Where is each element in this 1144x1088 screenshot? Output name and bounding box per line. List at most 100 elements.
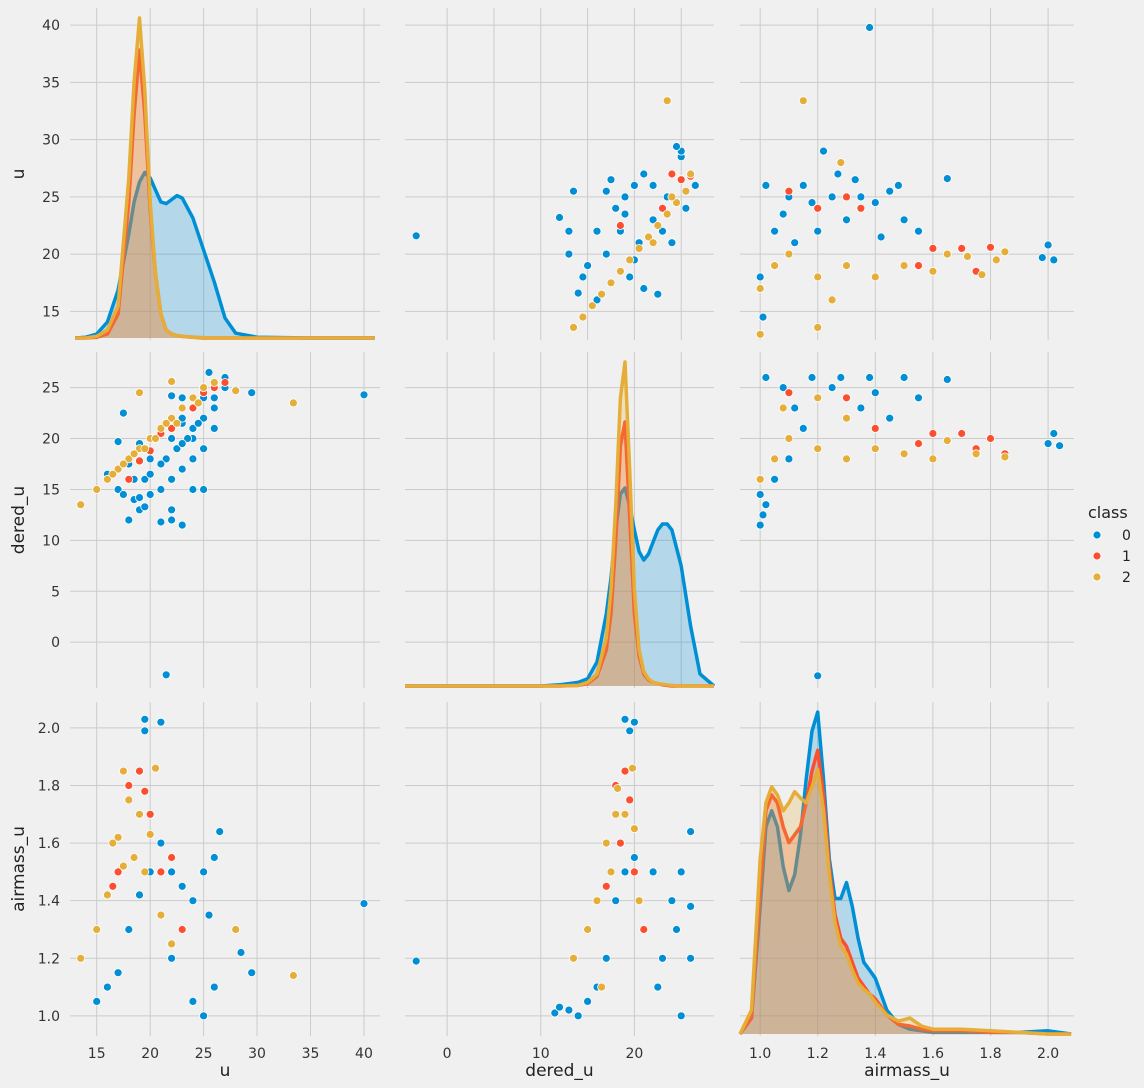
scatter-point-class-1 — [957, 429, 967, 438]
scatter-point-class-0 — [833, 169, 843, 179]
scatter-point-class-0 — [188, 896, 198, 906]
scatter-point-class-0 — [193, 418, 203, 428]
x-tick-label: 1.8 — [979, 1046, 1001, 1062]
y-tick-label: 40 — [42, 18, 60, 34]
x-tick-label: 15 — [88, 1046, 106, 1062]
scatter-point-class-2 — [634, 896, 644, 906]
scatter-point-class-1 — [135, 766, 144, 776]
scatter-point-class-1 — [220, 378, 230, 387]
scatter-point-class-0 — [658, 953, 667, 963]
scatter-point-class-1 — [601, 881, 611, 891]
y-tick-label: 30 — [42, 133, 60, 149]
scatter-point-class-0 — [124, 515, 134, 525]
scatter-point-class-2 — [578, 312, 588, 322]
x-tick-label: 40 — [355, 1046, 373, 1062]
scatter-point-class-1 — [140, 786, 150, 796]
scatter-point-class-2 — [1000, 452, 1010, 462]
y-tick-label: 25 — [42, 381, 60, 397]
scatter-point-class-2 — [770, 454, 779, 464]
scatter-point-class-2 — [662, 209, 672, 219]
density-line-class-2 — [405, 360, 714, 688]
scatter-point-class-2 — [842, 261, 851, 271]
scatter-point-class-0 — [914, 393, 923, 403]
scatter-point-class-1 — [145, 809, 155, 819]
scatter-point-class-2 — [569, 322, 578, 332]
legend-title: class — [1088, 503, 1128, 522]
panel-u-vs-dered_u — [405, 8, 714, 340]
scatter-point-class-1 — [616, 838, 625, 848]
scatter-point-class-0 — [1049, 429, 1059, 438]
scatter-point-class-0 — [592, 295, 602, 305]
scatter-point-class-0 — [188, 423, 198, 433]
scatter-point-class-1 — [188, 403, 198, 413]
scatter-point-class-0 — [359, 899, 369, 908]
scatter-point-class-2 — [620, 809, 630, 819]
density-line-class-2 — [738, 767, 1072, 1036]
scatter-point-class-2 — [231, 925, 241, 934]
scatter-point-class-2 — [648, 238, 658, 248]
scatter-point-class-0 — [653, 982, 663, 992]
scatter-point-class-2 — [613, 784, 622, 793]
scatter-point-class-0 — [681, 203, 691, 213]
scatter-point-class-0 — [790, 403, 800, 413]
scatter-point-class-1 — [870, 423, 880, 433]
scatter-point-class-2 — [113, 464, 123, 474]
scatter-point-class-0 — [865, 373, 874, 382]
scatter-point-class-0 — [145, 469, 155, 479]
scatter-point-class-0 — [686, 953, 695, 963]
legend: class 0 1 2 — [1088, 503, 1131, 586]
scatter-point-class-0 — [639, 284, 649, 293]
legend-marker-class-0 — [1092, 530, 1102, 540]
x-tick-label: 1.4 — [864, 1046, 886, 1062]
scatter-point-class-1 — [856, 203, 866, 213]
scatter-point-class-1 — [842, 393, 851, 403]
scatter-point-class-2 — [1000, 247, 1010, 257]
x-tick-label: 1.0 — [749, 1046, 771, 1062]
scatter-point-class-0 — [630, 853, 639, 862]
scatter-point-class-2 — [634, 243, 644, 253]
scatter-point-class-0 — [606, 175, 616, 185]
scatter-point-class-0 — [885, 186, 895, 196]
scatter-point-class-2 — [597, 289, 606, 299]
scatter-point-class-0 — [113, 968, 123, 978]
scatter-point-class-2 — [597, 982, 606, 992]
scatter-point-class-0 — [359, 390, 369, 400]
scatter-point-class-0 — [555, 213, 564, 222]
scatter-point-class-0 — [564, 1005, 574, 1015]
y-tick-label: 15 — [42, 304, 60, 320]
y-tick-label: 20 — [42, 432, 60, 448]
scatter-point-class-0 — [850, 175, 860, 185]
x-tick-label: 30 — [248, 1046, 266, 1062]
x-tick-label: 1.2 — [807, 1046, 829, 1062]
scatter-point-class-0 — [758, 312, 768, 322]
scatter-point-class-2 — [108, 838, 118, 848]
scatter-point-class-0 — [140, 474, 150, 484]
scatter-point-class-2 — [92, 485, 102, 494]
scatter-point-class-1 — [914, 261, 923, 271]
scatter-point-class-0 — [1055, 441, 1064, 451]
scatter-point-class-0 — [167, 505, 177, 515]
density-line-class-2 — [75, 16, 375, 340]
scatter-point-class-0 — [755, 272, 765, 282]
scatter-point-class-0 — [167, 953, 177, 963]
x-tick-label: 10 — [532, 1046, 550, 1062]
scatter-point-class-0 — [807, 373, 817, 382]
scatter-point-class-0 — [550, 1008, 560, 1018]
scatter-point-class-2 — [971, 449, 981, 459]
scatter-point-class-2 — [942, 436, 952, 446]
scatter-point-class-0 — [140, 726, 150, 736]
scatter-point-class-2 — [644, 232, 653, 242]
panel-airmass_u-vs-airmass_u: 1.0 1.2 1.4 1.6 1.8 2.0 — [738, 702, 1074, 1062]
y-tick-label: 1.2 — [38, 951, 60, 967]
scatter-point-class-2 — [813, 272, 823, 282]
scatter-point-class-2 — [140, 867, 150, 877]
scatter-point-class-0 — [103, 982, 112, 992]
panel-grid: 15 20 25 30 35 40 0 5 10 15 20 25 1.0 1.2 1.4 1.6 1.8 2.0… — [9, 8, 1074, 1081]
scatter-point-class-2 — [630, 824, 639, 834]
scatter-point-class-0 — [135, 890, 144, 900]
scatter-point-class-2 — [231, 386, 241, 396]
scatter-point-class-1 — [639, 925, 649, 934]
scatter-point-class-0 — [648, 180, 658, 190]
scatter-point-class-0 — [177, 393, 187, 403]
scatter-point-class-0 — [204, 910, 214, 920]
